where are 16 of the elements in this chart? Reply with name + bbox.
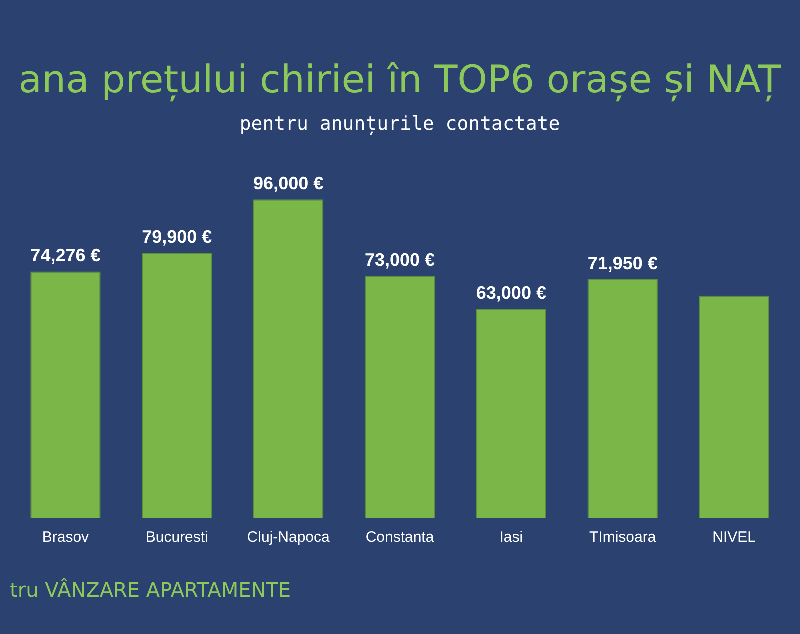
data-label: 96,000 € (254, 174, 324, 194)
data-label: 73,000 € (364, 250, 436, 270)
x-tick-label: NIVEL (712, 529, 756, 546)
data-label: 74,276 € (30, 246, 101, 266)
x-tick-label: Brasov (42, 529, 90, 546)
x-tick-label: Constanta (366, 529, 435, 546)
text: tru VÂNZARE APARTAMENTE (9, 578, 292, 602)
data-label: 63,000 € (476, 283, 546, 304)
x-tick-label: Iasi (500, 529, 524, 546)
chart-subtitle: pentru anunțurile contactate (240, 112, 560, 136)
data-label: 79,900 € (142, 227, 212, 248)
x-tick-label: Cluj-Napoca (247, 529, 330, 546)
x-tick-label: TImisoara (590, 529, 657, 546)
x-tick-label: Bucuresti (146, 529, 208, 546)
data-label: 71,950 € (588, 253, 658, 274)
chart-title: ana prețului chiriei în TOP6 orașe și NAȚ (18, 58, 782, 103)
